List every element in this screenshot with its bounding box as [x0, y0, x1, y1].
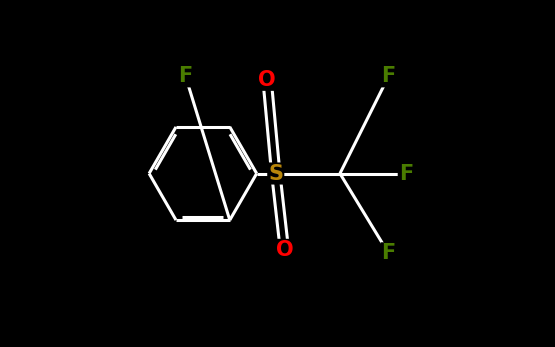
Text: S: S: [268, 163, 283, 184]
Text: O: O: [276, 240, 293, 260]
Text: F: F: [178, 66, 193, 86]
Text: F: F: [381, 243, 396, 263]
Text: O: O: [258, 70, 276, 90]
Text: F: F: [381, 66, 396, 86]
Text: F: F: [398, 163, 413, 184]
